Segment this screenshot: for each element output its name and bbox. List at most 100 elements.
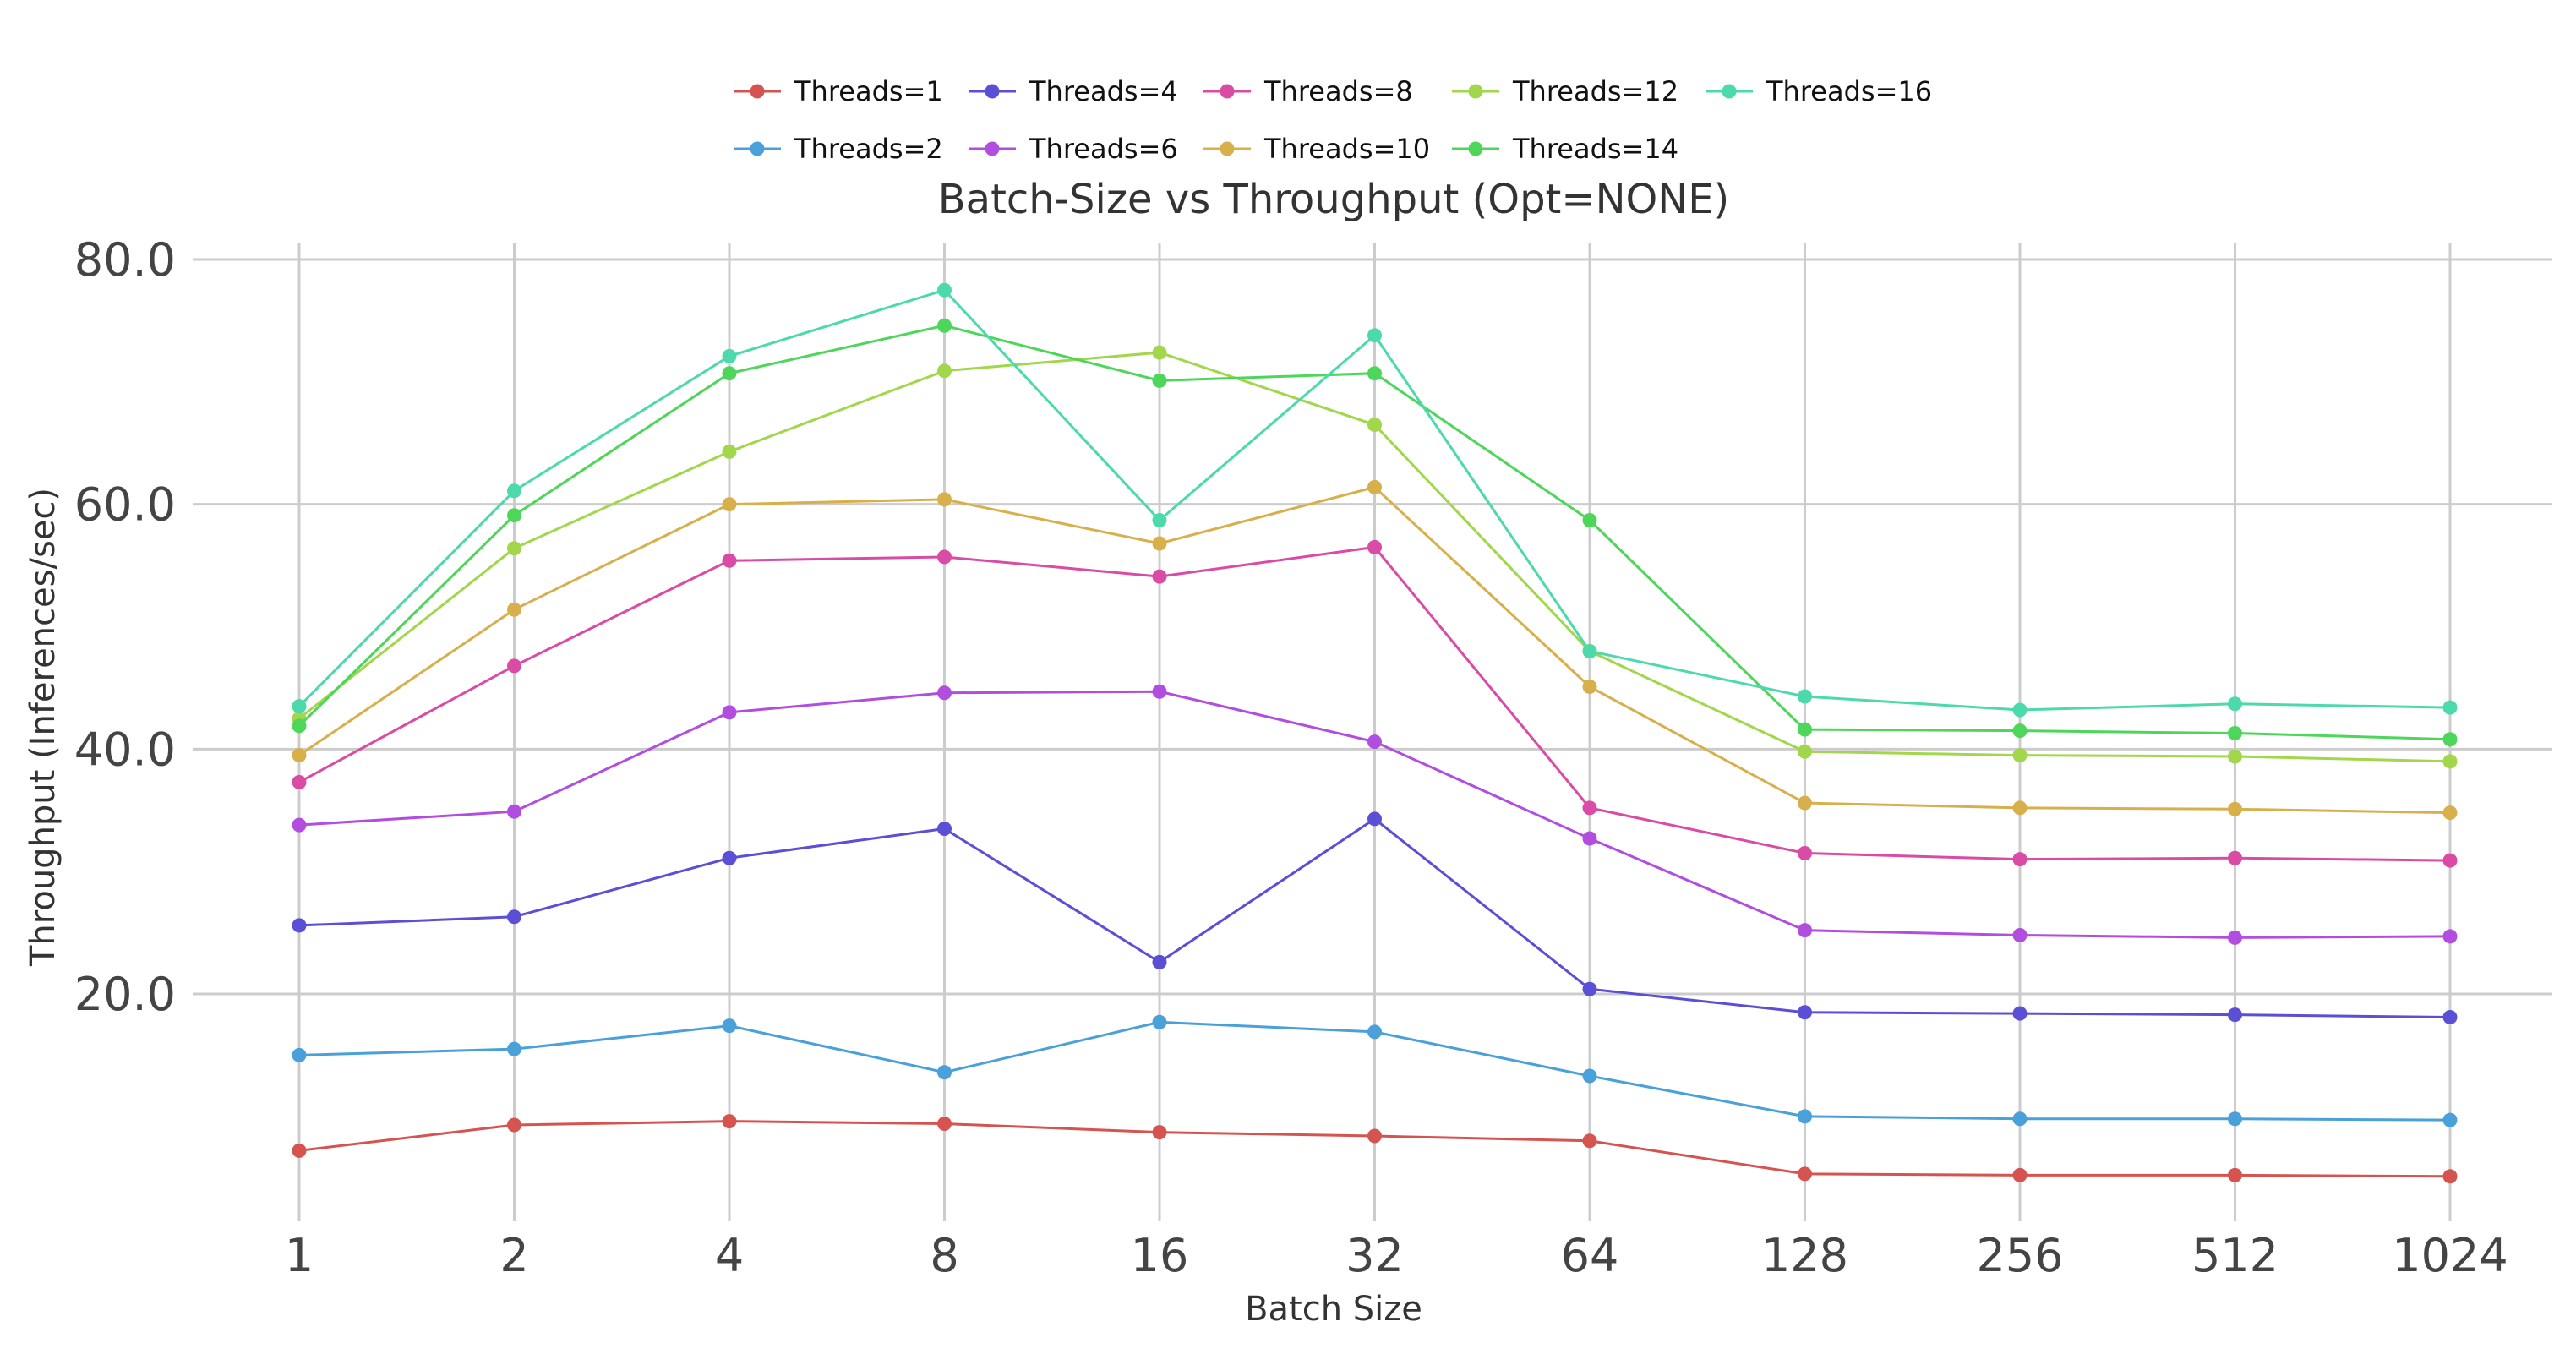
data-point <box>1582 512 1597 527</box>
data-point <box>2228 749 2242 764</box>
legend-label: Threads=16 <box>1766 75 1932 107</box>
legend-label: Threads=4 <box>1029 75 1178 107</box>
data-point <box>292 699 307 714</box>
x-tick-label: 256 <box>1976 1229 2063 1282</box>
data-point <box>507 1117 521 1133</box>
data-point <box>722 850 737 865</box>
data-point <box>1367 1024 1382 1040</box>
data-point <box>1582 981 1597 996</box>
data-point <box>2012 748 2028 763</box>
data-point <box>1152 373 1167 388</box>
data-point <box>937 1117 952 1132</box>
data-point <box>1798 1166 1812 1182</box>
data-point <box>2228 801 2242 816</box>
data-point <box>1367 539 1382 554</box>
series-threads-6 <box>292 684 2458 945</box>
data-point <box>1152 569 1167 584</box>
legend-label: Threads=6 <box>1029 133 1178 165</box>
data-point <box>2442 805 2458 821</box>
data-point <box>1798 923 1812 938</box>
data-point <box>1367 418 1382 433</box>
legend-swatch-marker <box>1468 141 1483 156</box>
x-tick-label: 512 <box>2191 1229 2279 1282</box>
legend-label: Threads=12 <box>1512 75 1678 107</box>
data-point <box>292 774 307 789</box>
data-point <box>1152 1014 1167 1029</box>
data-point <box>507 909 521 925</box>
data-point <box>722 1018 737 1034</box>
data-point <box>1798 795 1812 811</box>
data-point <box>2228 726 2242 741</box>
data-point <box>1582 1133 1597 1149</box>
data-point <box>2442 853 2458 868</box>
data-point <box>2012 1111 2028 1127</box>
data-point <box>2228 930 2242 945</box>
legend-swatch-marker <box>1468 84 1483 99</box>
data-point <box>292 718 307 734</box>
axes: 20.0 40.0 60.0 80.0 1 2 4 8 16 32 64 128 256 512 1024 <box>74 233 2508 1282</box>
data-point <box>1152 684 1167 699</box>
legend-label: Threads=8 <box>1263 75 1413 107</box>
data-point <box>1152 345 1167 360</box>
data-point <box>507 1041 521 1056</box>
x-tick-label: 8 <box>930 1229 958 1282</box>
legend-item: Threads=6 <box>969 133 1178 165</box>
y-axis-title: Throughput (Inferences/sec) <box>24 488 63 967</box>
x-axis-title: Batch Size <box>1245 1290 1422 1329</box>
series-threads-16 <box>292 282 2458 718</box>
data-point <box>2012 852 2028 867</box>
y-tick-label: 80.0 <box>74 233 176 287</box>
data-point <box>1152 536 1167 551</box>
data-point <box>292 1143 307 1158</box>
data-point <box>507 541 521 556</box>
data-point <box>937 318 952 333</box>
legend-item: Threads=14 <box>1452 133 1678 165</box>
legend-swatch-marker <box>985 141 1000 156</box>
data-point <box>1152 1125 1167 1140</box>
series-threads-14 <box>292 318 2458 747</box>
data-point <box>2012 723 2028 739</box>
data-point <box>1367 328 1382 343</box>
legend-item: Threads=16 <box>1706 75 1932 107</box>
series-threads-2 <box>292 1014 2458 1127</box>
legend-swatch-marker <box>1220 84 1235 99</box>
series-threads-4 <box>292 811 2458 1025</box>
data-point <box>2228 850 2242 865</box>
data-point <box>1798 845 1812 860</box>
data-point <box>2012 702 2028 718</box>
legend-item: Threads=12 <box>1452 75 1678 107</box>
data-point <box>1798 1005 1812 1020</box>
series-threads-10 <box>292 479 2458 821</box>
data-point <box>1798 744 1812 759</box>
data-point <box>2228 1111 2242 1127</box>
data-point <box>2442 1010 2458 1025</box>
series-threads-8 <box>292 539 2458 868</box>
data-point <box>2012 1167 2028 1182</box>
data-point <box>937 685 952 701</box>
data-point <box>1367 479 1382 494</box>
x-tick-label: 1 <box>285 1229 314 1282</box>
data-point <box>1798 1109 1812 1124</box>
data-point <box>722 705 737 720</box>
legend-label: Threads=2 <box>794 133 943 165</box>
data-point <box>722 497 737 512</box>
data-point <box>937 363 952 379</box>
legend-label: Threads=1 <box>794 75 943 107</box>
data-point <box>2012 800 2028 816</box>
data-point <box>507 804 521 819</box>
data-point <box>937 492 952 507</box>
legend-item: Threads=8 <box>1203 75 1413 107</box>
data-point <box>2012 1006 2028 1021</box>
series-threads-1 <box>292 1114 2458 1184</box>
data-point <box>937 549 952 565</box>
data-point <box>722 1114 737 1129</box>
legend-swatch-marker <box>750 141 765 156</box>
data-point <box>722 444 737 459</box>
legend: Threads=1 Threads=2 Threads=4 Threads=6 Thre… <box>734 75 1932 165</box>
data-point <box>1798 722 1812 737</box>
legend-swatch-marker <box>750 84 765 99</box>
data-point <box>1798 689 1812 704</box>
data-point <box>2442 700 2458 715</box>
data-point <box>937 821 952 836</box>
